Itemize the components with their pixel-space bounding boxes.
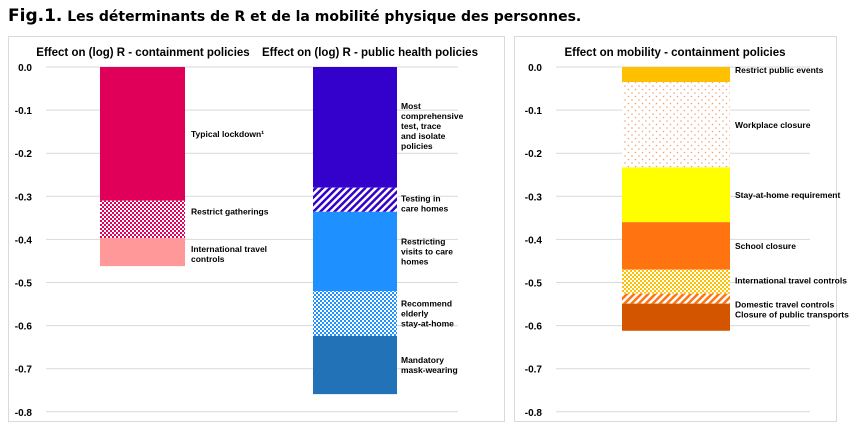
figure-number: Fig.1. — [8, 6, 63, 26]
y-tick-label: -0.2 — [525, 149, 543, 160]
chart-title: Effect on (log) R - containment policies — [36, 47, 249, 59]
segment-label: Most comprehensive test, trace and isolate p… — [401, 101, 464, 151]
y-tick-label: -0.3 — [525, 192, 543, 203]
bar-segment — [622, 167, 730, 223]
y-tick-label: -0.3 — [15, 192, 33, 203]
segment-label: Workplace closure — [735, 120, 811, 130]
bar-segment — [313, 67, 397, 188]
bar-segment — [100, 200, 185, 239]
y-tick-label: 0.0 — [18, 63, 32, 74]
segment-label: Restrict gatherings — [191, 207, 269, 217]
chart-title: Effect on (log) R - public health polici… — [262, 47, 478, 59]
segment-label: Restricting visits to care homes — [401, 236, 453, 266]
segment-label: School closure — [735, 241, 796, 251]
segment-label: Testing in care homes — [401, 194, 449, 214]
segment-label: Mandatory mask-wearing — [401, 355, 458, 375]
chart-title: Effect on mobility - containment policie… — [564, 47, 785, 59]
y-tick-label: -0.4 — [525, 235, 543, 246]
y-tick-label: -0.1 — [15, 106, 33, 117]
y-tick-label: -0.8 — [15, 408, 33, 419]
segment-label: Closure of public transports — [735, 310, 849, 320]
bar-segment — [622, 303, 730, 331]
right-panel-frame — [514, 36, 837, 422]
bar-segment — [622, 269, 730, 294]
bar-segment — [622, 293, 730, 304]
segment-label: Domestic travel controls — [735, 300, 834, 310]
y-tick-label: -0.1 — [525, 106, 543, 117]
y-tick-label: 0.0 — [528, 63, 542, 74]
bar-segment — [622, 222, 730, 270]
segment-label: Stay-at-home requirement — [735, 190, 840, 200]
bar-segment — [622, 82, 730, 168]
y-tick-label: -0.7 — [525, 365, 543, 376]
left-panel-frame — [8, 36, 505, 422]
bar-segment — [313, 211, 397, 292]
segment-label: International travel controls — [735, 276, 847, 286]
bar-segment — [622, 67, 730, 83]
y-tick-label: -0.5 — [525, 279, 543, 290]
segment-label: Typical lockdown¹ — [191, 129, 264, 139]
y-tick-label: -0.2 — [15, 149, 33, 160]
bar-segment — [100, 67, 185, 201]
segment-label: International travel controls — [191, 244, 267, 264]
bar-segment — [313, 291, 397, 336]
y-tick-label: -0.8 — [525, 408, 543, 419]
segment-label: Recommend elderly stay-at-home — [401, 299, 454, 329]
bar-segment — [313, 335, 397, 395]
bar-segment — [313, 187, 397, 212]
y-tick-label: -0.6 — [525, 322, 543, 333]
figure-caption: Les déterminants de R et de la mobilité … — [62, 9, 582, 25]
y-tick-label: -0.4 — [15, 235, 33, 246]
bar-segment — [100, 238, 185, 267]
y-tick-label: -0.7 — [15, 365, 33, 376]
y-tick-label: -0.5 — [15, 279, 33, 290]
segment-label: Restrict public events — [735, 65, 824, 75]
y-tick-label: -0.6 — [15, 322, 33, 333]
figure-title: Fig.1. Les déterminants de R et de la mo… — [8, 6, 581, 26]
